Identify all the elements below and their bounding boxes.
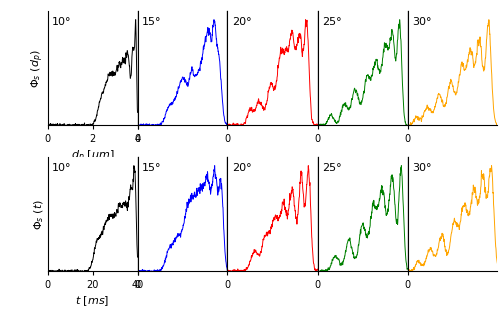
Text: 30°: 30° [412,163,432,173]
X-axis label: $t\ [ms]$: $t\ [ms]$ [76,294,110,308]
Text: 10°: 10° [52,17,72,27]
Text: 20°: 20° [232,17,252,27]
Y-axis label: $\Phi_s\ (t)$: $\Phi_s\ (t)$ [32,199,46,230]
Text: 30°: 30° [412,17,432,27]
Text: 25°: 25° [322,17,342,27]
Text: 10°: 10° [52,163,72,173]
Text: 20°: 20° [232,163,252,173]
Y-axis label: $\Phi_s\ (d_p)$: $\Phi_s\ (d_p)$ [30,49,46,88]
X-axis label: $d_p\ [\mu m]$: $d_p\ [\mu m]$ [70,149,115,165]
Text: 25°: 25° [322,163,342,173]
Text: 15°: 15° [142,163,162,173]
Text: 15°: 15° [142,17,162,27]
